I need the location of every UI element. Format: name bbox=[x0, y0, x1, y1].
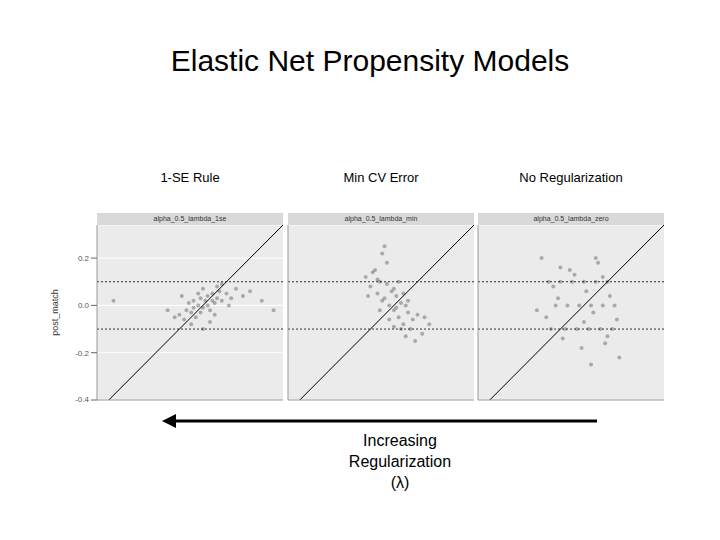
svg-text:-0.4: -0.4 bbox=[75, 395, 89, 404]
svg-text:0.0: 0.0 bbox=[78, 301, 90, 310]
html-text:alpha_0.5_lambda_zero: alpha_0.5_lambda_zero bbox=[533, 215, 609, 222]
svg-text:-0.2: -0.2 bbox=[75, 349, 89, 358]
html-text:Min CV Error: Min CV Error bbox=[343, 170, 419, 185]
html-text:1-SE Rule: 1-SE Rule bbox=[160, 170, 220, 185]
svg-text:0.2: 0.2 bbox=[78, 254, 90, 263]
svg-text:post_match: post_match bbox=[50, 289, 60, 336]
html-text:alpha_0.5_lambda_1se: alpha_0.5_lambda_1se bbox=[153, 215, 227, 222]
html-text:No Regularization: No Regularization bbox=[519, 170, 623, 185]
html-text:Elastic Net Propensity Models: Elastic Net Propensity Models bbox=[170, 44, 570, 77]
html-text:Increasing Regularization (λ): Increasing Regularization (λ) bbox=[348, 432, 452, 491]
html-text:alpha_0.5_lambda_min: alpha_0.5_lambda_min bbox=[344, 215, 418, 222]
